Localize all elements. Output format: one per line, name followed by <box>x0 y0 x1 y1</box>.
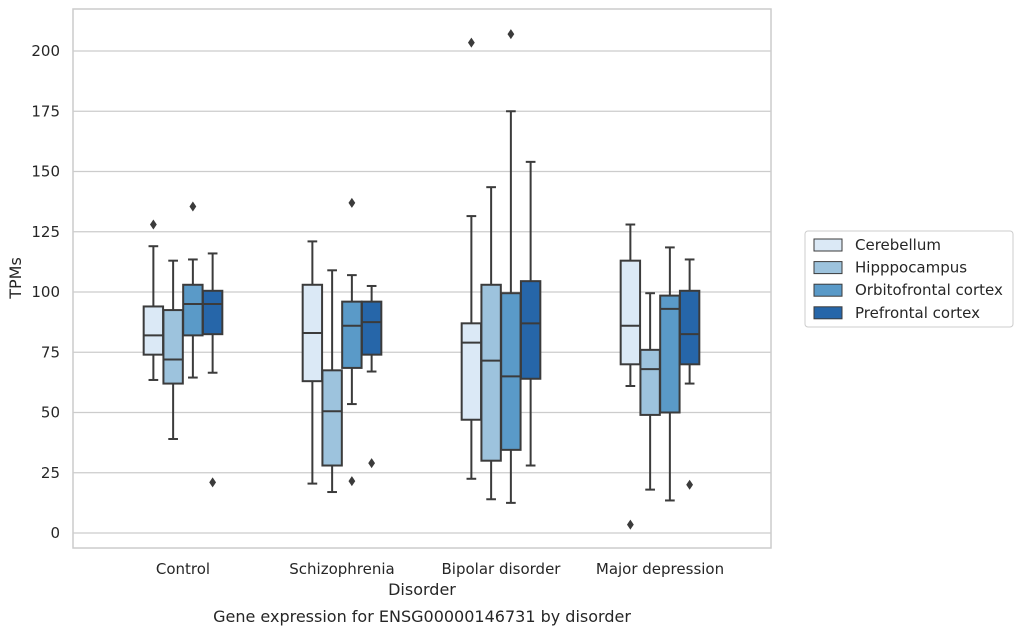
grid-lines <box>73 50 771 534</box>
box-3-2 <box>519 160 542 467</box>
legend-swatch <box>813 306 843 320</box>
legend-label: Prefrontal cortex <box>855 304 980 322</box>
box-3-3 <box>678 258 701 490</box>
legend-label: Cerebellum <box>855 236 941 254</box>
legend-swatch <box>813 261 843 275</box>
outlier-marker <box>348 197 356 208</box>
legend-label: Hipppocampus <box>855 259 967 277</box>
x-tick-label: Major depression <box>596 560 724 578</box>
y-tick-label: 25 <box>41 464 60 482</box>
iqr-box <box>321 369 343 467</box>
outlier-marker <box>149 219 157 230</box>
box-3-1 <box>360 284 383 469</box>
legend-label: Orbitofrontal cortex <box>855 281 1003 299</box>
box-0-3 <box>619 223 642 530</box>
y-tick-label: 100 <box>31 283 60 301</box>
box-2-2 <box>500 29 522 504</box>
y-tick-label: 0 <box>50 524 60 542</box>
iqr-box <box>142 305 165 356</box>
outlier-marker <box>348 476 356 487</box>
y-tick-label: 150 <box>31 163 60 181</box>
x-tick-label: Bipolar disorder <box>442 560 562 578</box>
x-tick-label: Control <box>156 560 210 578</box>
outlier-marker <box>368 458 376 469</box>
y-tick-label: 75 <box>41 343 60 361</box>
outlier-marker <box>626 519 634 530</box>
iqr-box <box>201 289 224 336</box>
outlier-marker <box>209 477 217 488</box>
iqr-box <box>162 309 184 385</box>
legend: Cerebellum Hipppocampus Orbitofrontal cort… <box>804 230 1014 328</box>
iqr-box <box>182 283 204 337</box>
box-series <box>142 29 701 530</box>
legend-swatch <box>813 283 843 297</box>
iqr-box <box>341 300 363 369</box>
iqr-box <box>678 289 701 366</box>
box-0-0 <box>142 219 165 381</box>
x-tick-label: Schizophrenia <box>289 560 394 578</box>
outlier-marker <box>467 37 475 48</box>
iqr-box <box>500 292 522 451</box>
outlier-marker <box>686 479 694 490</box>
outlier-marker <box>507 29 515 40</box>
y-tick-labels: 0 25 50 75 100 125 150 175 200 <box>31 42 60 542</box>
y-tick-label: 175 <box>31 102 60 120</box>
box-3-0 <box>201 252 224 488</box>
y-tick-label: 50 <box>41 404 60 422</box>
y-axis-title: TPMs <box>6 257 25 300</box>
iqr-box <box>360 300 383 356</box>
iqr-box <box>519 280 542 380</box>
plot-area-frame <box>72 8 772 549</box>
y-tick-label: 125 <box>31 223 60 241</box>
box-1-0 <box>162 259 184 441</box>
legend-swatch <box>813 238 843 252</box>
x-axis-title: Disorder <box>388 580 456 599</box>
chart-caption: Gene expression for ENSG00000146731 by d… <box>213 607 631 626</box>
box-1-1 <box>321 269 343 494</box>
box-0-1 <box>301 240 324 485</box>
outlier-marker <box>189 201 197 212</box>
iqr-box <box>460 322 483 421</box>
iqr-box <box>619 259 642 366</box>
box-1-2 <box>480 186 502 501</box>
y-tick-label: 200 <box>31 42 60 60</box>
x-tick-labels: Control Schizophrenia Bipolar disorder Majo… <box>156 560 724 578</box>
legend-frame <box>804 230 1014 328</box>
iqr-box <box>659 294 681 414</box>
iqr-box <box>480 283 502 462</box>
iqr-box <box>639 348 661 416</box>
